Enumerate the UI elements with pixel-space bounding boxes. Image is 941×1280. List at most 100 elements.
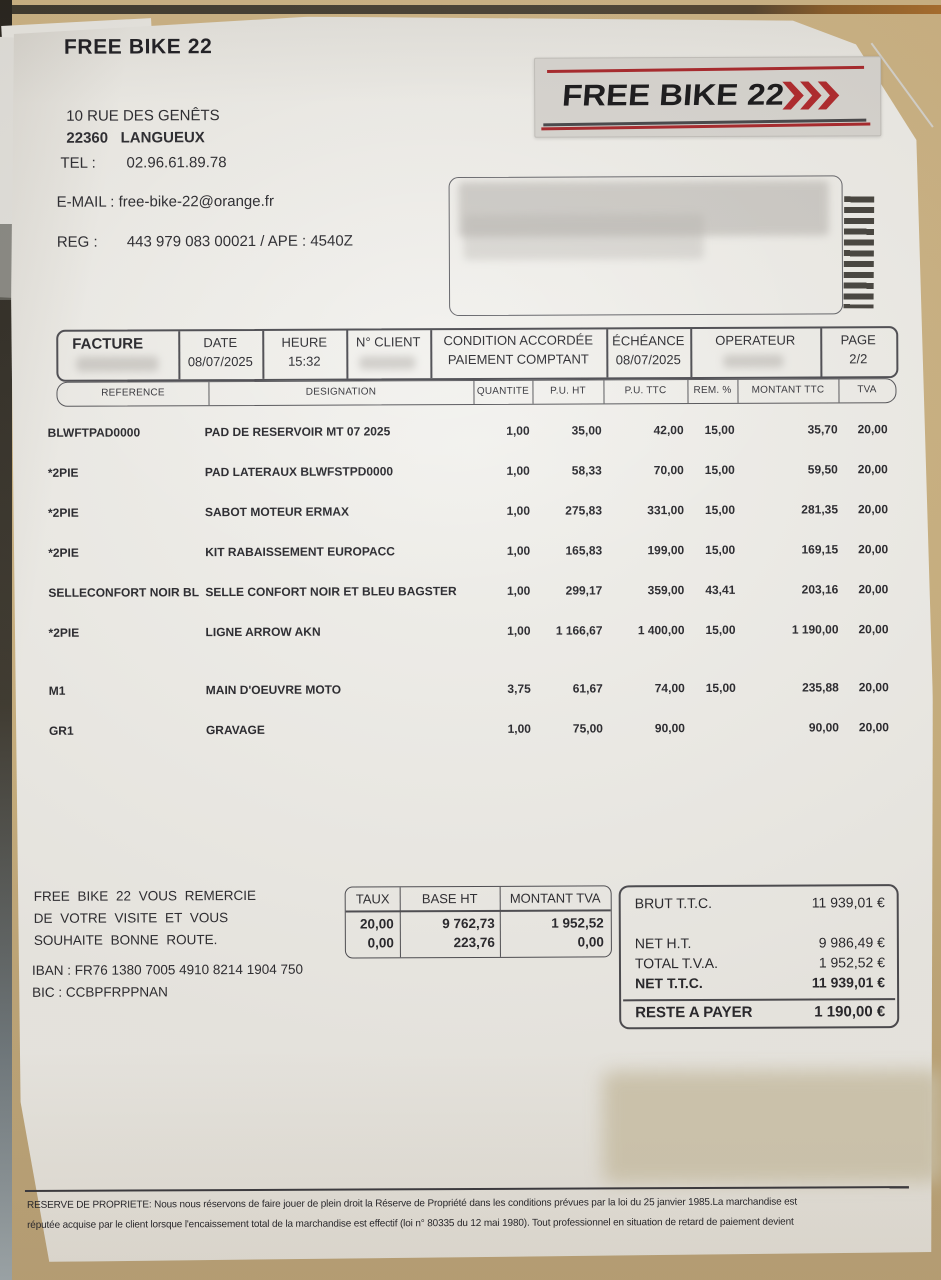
cell-reference: *2PIE	[48, 625, 80, 640]
cell-quantite: 1,00	[506, 543, 531, 558]
meta-condition-cell: CONDITION ACCORDÉE PAIEMENT COMPTANT	[430, 329, 606, 367]
reg-row: REG : 443 979 083 00021 / APE : 4540Z	[57, 233, 353, 251]
reste-a-payer-label: RESTE A PAYER	[635, 1003, 753, 1022]
cell-designation: MAIN D'OEUVRE MOTO	[205, 682, 342, 698]
items-rows: BLWFTPAD0000 PAD DE RESERVOIR MT 07 2025…	[48, 416, 894, 758]
email-row: E-MAIL : free-bike-22@orange.fr	[57, 193, 274, 211]
cell-tva: 20,00	[857, 502, 889, 517]
page-value: 2/2	[849, 351, 868, 367]
cell-montant-ttc: 235,88	[802, 680, 839, 695]
bic-value: CCBPFRPPNAN	[65, 984, 168, 1000]
background-left-strip	[0, 0, 12, 1280]
page-label: PAGE	[840, 332, 876, 348]
barcode-icon	[843, 196, 875, 309]
cell-pu-ht: 165,83	[565, 543, 603, 558]
vat-montant-2: 0,00	[577, 934, 604, 950]
column-designation: DESIGNATION	[305, 386, 377, 398]
company-logo: FREE BIKE 22	[534, 56, 882, 138]
cell-pu-ttc: 70,00	[653, 463, 684, 478]
address-city: 22360 LANGUEUX	[66, 129, 204, 147]
tel-row: TEL : 02.96.61.89.78	[60, 154, 226, 172]
tel-value: 02.96.61.89.78	[126, 154, 227, 172]
vat-header-base: BASE HT	[421, 890, 478, 907]
client-number-label: N° CLIENT	[356, 334, 421, 350]
bank-details: IBAN : FR76 1380 7005 4910 8214 1904 750…	[32, 959, 303, 1004]
thanks-line: SOUHAITE BONNE ROUTE.	[33, 932, 218, 948]
date-label: DATE	[203, 335, 238, 351]
cell-pu-ht: 275,83	[565, 503, 603, 518]
reste-a-payer-value: 1 190,00 €	[814, 1003, 886, 1021]
column-pu-ht: P.U. HT	[550, 385, 586, 397]
backing-paper-mark	[0, 224, 12, 300]
item-row: SELLECONFORT NOIR BL SELLE CONFORT NOIR …	[48, 576, 893, 620]
bic-line: BIC : CCBPFRPPNAN	[32, 981, 303, 1004]
column-rem: REM. %	[693, 384, 732, 397]
cell-rem: 15,00	[704, 502, 736, 517]
vat-header-taux: TAUX	[355, 891, 390, 907]
vat-base-1: 9 762,73	[442, 915, 495, 932]
cell-quantite: 1,00	[506, 463, 530, 478]
cell-reference: *2PIE	[47, 505, 79, 520]
vat-taux-2: 0,00	[367, 935, 394, 951]
cell-quantite: 1,00	[507, 721, 531, 736]
cell-tva: 20,00	[857, 462, 888, 477]
cell-designation: LIGNE ARROW AKN	[205, 624, 321, 640]
total-tva-label: TOTAL T.V.A.	[634, 954, 719, 972]
totals-box: BRUT T.T.C. 11 939,01 € NET H.T. 9 986,4…	[618, 884, 900, 1030]
postal-code: 22360	[66, 129, 109, 147]
net-ttc-value: 11 939,01 €	[811, 974, 886, 991]
cell-rem: 15,00	[704, 462, 735, 477]
table-edge-strip	[0, 5, 941, 14]
reg-value: 443 979 083 00021 / APE : 4540Z	[126, 232, 353, 251]
item-row: M1 MAIN D'OEUVRE MOTO 3,75 61,67 74,00 1…	[49, 674, 894, 718]
logo-text: FREE BIKE 22	[560, 78, 785, 113]
column-montant-ttc: MONTANT TTC	[751, 384, 825, 396]
condition-value: PAIEMENT COMPTANT	[447, 351, 589, 368]
tel-label: TEL :	[60, 154, 96, 172]
thanks-text: FREE BIKE 22 VOUS REMERCIE DE VOTRE VISI…	[34, 885, 257, 952]
cell-designation: SABOT MOTEUR ERMAX	[204, 504, 350, 520]
triple-chevron-icon	[782, 81, 840, 110]
net-ttc-label: NET T.T.C.	[635, 974, 703, 992]
item-row: BLWFTPAD0000 PAD DE RESERVOIR MT 07 2025…	[48, 416, 893, 460]
invoice-meta-table: FACTURE DATE 08/07/2025 HEURE 15:32 N° C…	[56, 326, 899, 382]
thanks-line: FREE BIKE 22 VOUS REMERCIE	[33, 887, 257, 904]
email-label: E-MAIL :	[56, 193, 115, 211]
cell-pu-ttc: 90,00	[654, 721, 685, 736]
cell-pu-ttc: 331,00	[647, 503, 685, 518]
cell-pu-ht: 35,00	[571, 423, 602, 438]
vat-base-2: 223,76	[453, 934, 495, 951]
cell-reference: SELLECONFORT NOIR BL	[48, 585, 200, 600]
item-row: *2PIE PAD LATERAUX BLWFSTPD0000 1,00 58,…	[48, 456, 893, 500]
totals-divider	[623, 998, 896, 1001]
cell-montant-ttc: 281,35	[801, 502, 839, 517]
item-row: *2PIE LIGNE ARROW AKN 1,00 1 166,67 1 40…	[48, 616, 893, 660]
footer-legal-text: RESERVE DE PROPRIETE: Nous nous réservon…	[27, 1192, 927, 1236]
cell-pu-ttc: 199,00	[647, 543, 685, 558]
cell-rem: 15,00	[704, 422, 735, 437]
city: LANGUEUX	[120, 129, 205, 147]
cell-pu-ht: 75,00	[572, 721, 603, 736]
echeance-label: ÉCHÉANCE	[612, 333, 685, 349]
cell-reference: BLWFTPAD0000	[47, 425, 141, 440]
cell-reference: *2PIE	[47, 465, 79, 480]
heure-value: 15:32	[288, 353, 321, 369]
bic-label: BIC :	[32, 984, 63, 1000]
vat-header-montant: MONTANT TVA	[509, 890, 601, 906]
cell-designation: KIT RABAISSEMENT EUROPACC	[205, 544, 395, 560]
cell-tva: 20,00	[857, 422, 888, 437]
iban-value: FR76 1380 7005 4910 8214 1904 750	[74, 961, 304, 978]
cell-designation: PAD DE RESERVOIR MT 07 2025	[204, 424, 391, 440]
brut-label: BRUT T.T.C.	[634, 894, 713, 912]
cell-montant-ttc: 90,00	[808, 720, 839, 735]
footer-line-2: réputée acquise par le client lorsque l'…	[27, 1216, 794, 1231]
cell-tva: 20,00	[858, 720, 889, 735]
cell-quantite: 3,75	[507, 681, 531, 696]
item-row: *2PIE SABOT MOTEUR ERMAX 1,00 275,83 331…	[48, 496, 893, 540]
brut-value: 11 939,01 €	[811, 894, 885, 911]
date-value: 08/07/2025	[187, 353, 253, 370]
vat-summary-table: TAUX BASE HT MONTANT TVA 20,00 9 762,73 …	[344, 885, 612, 959]
redacted-client-info	[463, 213, 704, 261]
